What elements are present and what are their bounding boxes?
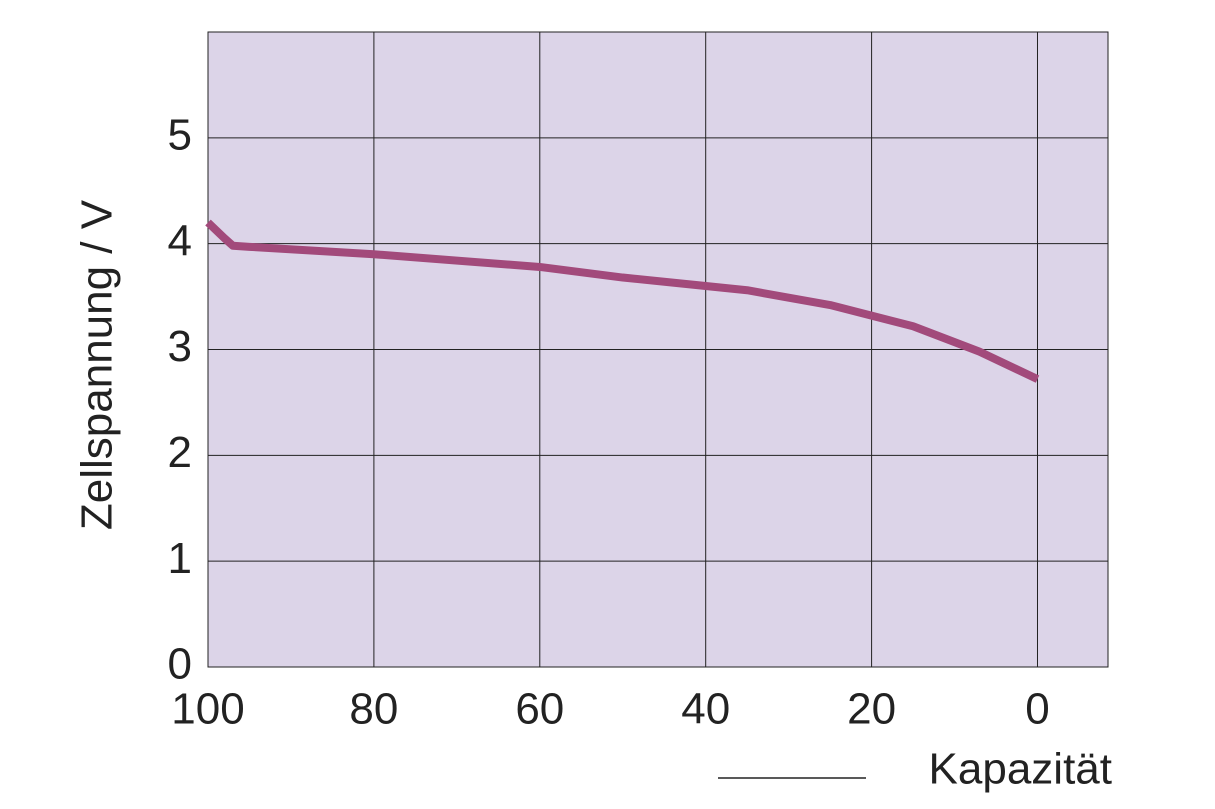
y-tick-label: 4 [168, 216, 192, 265]
y-axis-label: Zellspannung / V [73, 199, 122, 530]
data-line [205, 219, 1040, 383]
x-axis-label: Kapazität [929, 745, 1112, 794]
y-tick-label: 5 [168, 110, 192, 159]
y-tick-label: 1 [168, 534, 192, 583]
x-tick-label: 0 [1025, 685, 1049, 734]
x-tick-label: 100 [171, 685, 244, 734]
y-tick-label: 3 [168, 322, 192, 371]
plot-border [207, 31, 1109, 668]
y-tick-label: 2 [168, 428, 192, 477]
x-tick-label: 80 [349, 685, 398, 734]
x-tick-label: 40 [681, 685, 730, 734]
x-tick-label: 20 [847, 685, 896, 734]
x-tick-label: 60 [515, 685, 564, 734]
y-tick-label: 0 [168, 640, 192, 689]
